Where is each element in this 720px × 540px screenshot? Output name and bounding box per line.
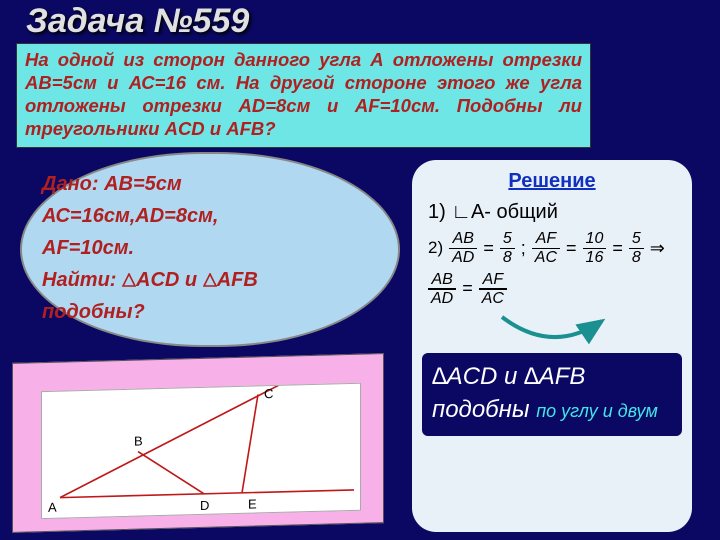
equals: =: [566, 238, 577, 259]
concl-reason: по углу и двум: [536, 401, 658, 421]
solution-step1: 1) ∟А- общий: [428, 201, 676, 224]
equals: =: [483, 238, 494, 259]
frac-5-8b: 58: [629, 230, 644, 267]
frac-ab-ad2: ABAD: [428, 271, 456, 308]
triangle-icon: [203, 264, 217, 296]
problem-statement: На одной из сторон данного угла А отложе…: [16, 43, 591, 148]
equals: =: [612, 238, 623, 259]
frac-af-ac: AFAC: [532, 230, 560, 267]
given-t1: ACD и: [136, 269, 197, 291]
given-panel: Дано: АВ=5см АС=16см,AD=8см, AF=10см. На…: [20, 152, 400, 347]
svg-text:B: B: [134, 433, 143, 448]
page-title: Задача №559: [26, 2, 249, 41]
conclusion-l2: подобны по углу и двум: [432, 394, 672, 425]
implies: ⇒: [650, 238, 665, 259]
solution-step2: 2) ABAD = 58 ; AFAC = 1016 = 58 ⇒: [428, 230, 676, 267]
equals: =: [462, 278, 473, 299]
conclusion-l1: ∆ACD и ∆AFB: [432, 361, 672, 392]
frac-ab-ad: ABAD: [449, 230, 477, 267]
diagram-figure: A B C D E: [41, 383, 361, 519]
given-t2: AFB: [217, 269, 258, 291]
frac-10-16: 1016: [583, 230, 607, 267]
conclusion-box: ∆ACD и ∆AFB подобны по углу и двум: [422, 353, 682, 435]
triangle-icon: [122, 264, 136, 296]
diagram-svg: A B C D E: [42, 384, 362, 520]
semicolon: ;: [521, 238, 526, 259]
given-l1: Дано: АВ=5см: [42, 168, 370, 200]
svg-text:C: C: [264, 386, 273, 401]
frac-5-8a: 58: [500, 230, 515, 267]
curved-arrow-icon: [482, 311, 622, 351]
diagram-container: A B C D E: [12, 353, 384, 533]
frac-af-ac2: AFAC: [479, 271, 507, 308]
given-l3: AF=10см.: [42, 232, 370, 264]
step2-num: 2): [428, 238, 443, 258]
svg-text:A: A: [48, 500, 57, 515]
solution-panel: Решение 1) ∟А- общий 2) ABAD = 58 ; AFAC…: [412, 160, 692, 532]
svg-text:E: E: [248, 496, 257, 511]
svg-text:D: D: [200, 498, 209, 513]
concl-similar: подобны: [432, 396, 530, 423]
given-l5: подобны?: [42, 296, 370, 328]
solution-step2b: ABAD = AFAC: [428, 271, 676, 308]
step1-num: 1): [428, 201, 446, 223]
given-find: Найти:: [42, 269, 116, 291]
solution-title: Решение: [428, 170, 676, 193]
given-l4: Найти: ACD и AFB: [42, 264, 370, 296]
step1-text: ∟А- общий: [451, 201, 558, 223]
given-l2: АС=16см,AD=8см,: [42, 200, 370, 232]
